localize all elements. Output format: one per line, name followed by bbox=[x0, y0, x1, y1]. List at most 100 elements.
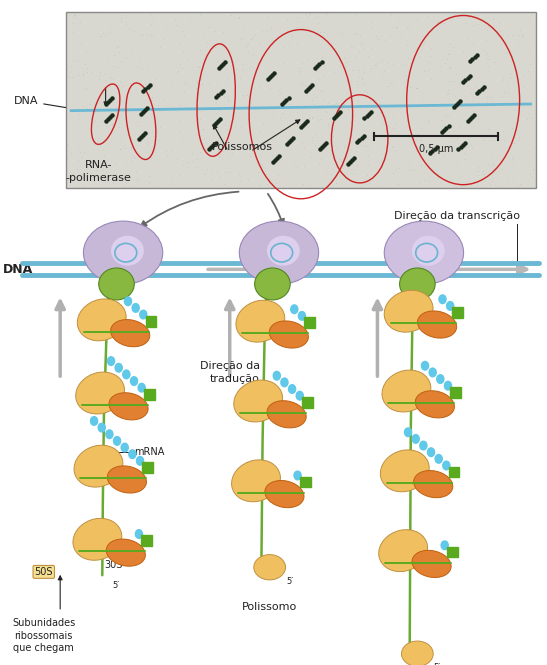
Point bbox=[356, 30, 364, 41]
Point bbox=[357, 136, 365, 146]
Point bbox=[430, 21, 439, 31]
Circle shape bbox=[446, 301, 453, 310]
Point bbox=[115, 76, 124, 87]
Point bbox=[487, 161, 496, 172]
Point bbox=[302, 96, 311, 107]
Point bbox=[495, 149, 504, 160]
Point bbox=[403, 21, 411, 32]
Point bbox=[196, 114, 205, 124]
Point bbox=[267, 23, 276, 33]
Point bbox=[388, 142, 397, 153]
Point bbox=[161, 146, 170, 156]
Bar bbox=[450, 387, 461, 398]
Point bbox=[226, 54, 235, 65]
Point bbox=[109, 61, 118, 72]
Point bbox=[295, 68, 304, 78]
Point bbox=[500, 86, 509, 97]
Point bbox=[435, 61, 444, 71]
Point bbox=[445, 111, 453, 122]
Point bbox=[89, 18, 97, 29]
Ellipse shape bbox=[401, 641, 433, 665]
Ellipse shape bbox=[385, 221, 463, 284]
Point bbox=[121, 142, 130, 153]
Point bbox=[404, 68, 413, 78]
Point bbox=[193, 154, 201, 164]
Point bbox=[127, 182, 136, 193]
Point bbox=[77, 38, 86, 49]
Point bbox=[243, 39, 252, 49]
Point bbox=[224, 91, 232, 102]
Point bbox=[292, 22, 300, 33]
Point bbox=[120, 140, 129, 150]
Circle shape bbox=[444, 381, 452, 390]
Bar bbox=[304, 317, 315, 328]
Circle shape bbox=[451, 468, 457, 476]
Point bbox=[498, 126, 507, 136]
Bar bbox=[452, 307, 463, 318]
Point bbox=[307, 152, 316, 162]
Point bbox=[495, 25, 504, 36]
Point bbox=[129, 25, 137, 36]
Ellipse shape bbox=[379, 529, 428, 572]
Point bbox=[367, 21, 376, 32]
Point bbox=[337, 28, 346, 39]
Point bbox=[283, 140, 292, 151]
Point bbox=[482, 47, 491, 58]
Point bbox=[387, 9, 395, 19]
Point bbox=[466, 87, 475, 98]
Point bbox=[482, 35, 491, 45]
Point bbox=[527, 112, 536, 123]
Point bbox=[514, 181, 522, 192]
Point bbox=[500, 134, 509, 145]
Point bbox=[365, 172, 374, 182]
Point bbox=[176, 59, 184, 69]
Point bbox=[413, 83, 422, 94]
Point bbox=[263, 25, 271, 35]
Point bbox=[375, 107, 384, 118]
Point bbox=[103, 176, 112, 187]
Circle shape bbox=[115, 363, 123, 372]
Point bbox=[262, 179, 271, 190]
Point bbox=[105, 42, 114, 53]
Circle shape bbox=[91, 416, 97, 426]
Point bbox=[137, 96, 146, 107]
Point bbox=[207, 174, 216, 184]
Point bbox=[363, 51, 372, 61]
Point bbox=[392, 96, 401, 106]
Point bbox=[474, 19, 483, 29]
Point bbox=[464, 35, 473, 46]
Point bbox=[386, 30, 395, 41]
Point bbox=[251, 29, 260, 40]
Point bbox=[280, 74, 289, 85]
Point bbox=[469, 20, 478, 31]
Point bbox=[153, 182, 162, 192]
Point bbox=[258, 25, 267, 36]
Point bbox=[236, 122, 245, 132]
Circle shape bbox=[412, 435, 420, 444]
Circle shape bbox=[421, 362, 428, 370]
Point bbox=[195, 45, 204, 56]
Point bbox=[337, 8, 346, 19]
Ellipse shape bbox=[111, 235, 144, 265]
Point bbox=[97, 116, 106, 126]
Point bbox=[118, 30, 126, 41]
Point bbox=[284, 37, 293, 47]
Point bbox=[183, 157, 192, 168]
Point bbox=[190, 44, 199, 55]
Point bbox=[430, 151, 439, 162]
Point bbox=[486, 178, 494, 189]
Point bbox=[148, 92, 156, 102]
Point bbox=[112, 158, 120, 169]
Point bbox=[359, 86, 368, 96]
Point bbox=[101, 30, 110, 41]
Point bbox=[235, 13, 243, 23]
Text: mRNA: mRNA bbox=[134, 447, 165, 458]
Point bbox=[347, 41, 356, 51]
Point bbox=[197, 74, 206, 84]
Point bbox=[296, 63, 305, 73]
Point bbox=[101, 68, 109, 78]
Point bbox=[420, 175, 428, 186]
Circle shape bbox=[304, 398, 311, 406]
Point bbox=[409, 86, 417, 96]
Point bbox=[107, 119, 116, 130]
